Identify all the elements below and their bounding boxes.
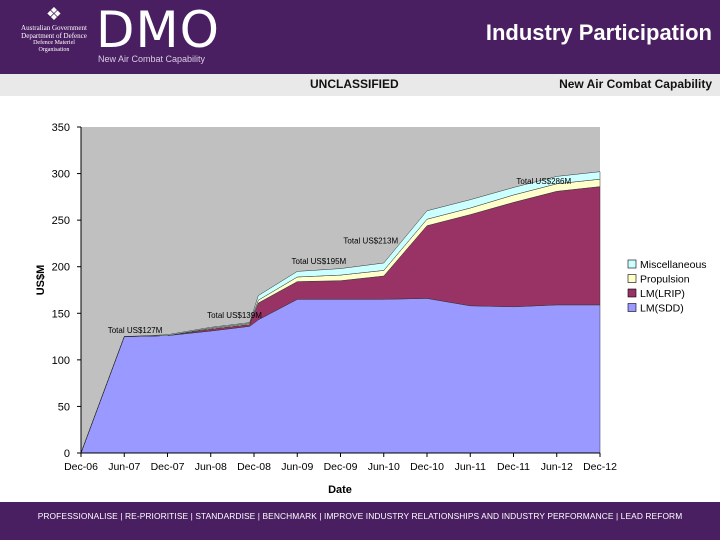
legend-swatch-propulsion <box>627 274 637 283</box>
x-tick-label: Dec-07 <box>151 461 185 473</box>
crest-line-4: Organisation <box>38 47 70 53</box>
area-series-miscellaneous <box>80 171 601 454</box>
government-crest: ❖ Australian Government Department of De… <box>14 4 94 68</box>
y-tick-label: 350 <box>52 122 70 134</box>
total-annotation: Total US$127M <box>108 326 163 335</box>
x-tick-label: Dec-10 <box>410 461 444 473</box>
header-bar: ❖ Australian Government Department of De… <box>0 0 720 74</box>
y-tick-label: 100 <box>52 355 70 367</box>
x-tick-label: Dec-06 <box>64 461 98 473</box>
legend-swatch-lm-sdd <box>627 303 637 312</box>
legend-label-lm-lrip: LM(LRIP) <box>640 288 685 300</box>
classification-label: UNCLASSIFIED <box>310 77 399 91</box>
legend-label-lm-sdd: LM(SDD) <box>640 303 684 315</box>
legend-swatch-miscellaneous <box>627 259 637 269</box>
y-tick-label: 0 <box>64 448 70 460</box>
y-axis-label: US$M <box>35 265 47 296</box>
page-title: Industry Participation <box>485 20 712 45</box>
y-tick-label: 250 <box>52 215 70 227</box>
total-annotation: Total US$195M <box>292 257 347 266</box>
program-label: New Air Combat Capability <box>559 77 712 91</box>
y-tick-label: 150 <box>52 308 70 320</box>
total-annotation: Total US$139M <box>207 311 262 320</box>
footer-bar: PROFESSIONALISE | RE-PRIORITISE | STANDA… <box>0 502 720 540</box>
x-tick-label: Jun-12 <box>541 461 573 473</box>
x-tick-label: Jun-08 <box>195 461 227 473</box>
x-tick-label: Jun-11 <box>455 461 486 473</box>
coat-of-arms-icon: ❖ <box>45 4 63 24</box>
x-axis-label: Date <box>328 484 352 496</box>
x-tick-label: Dec-11 <box>497 461 530 473</box>
x-tick-label: Jun-09 <box>281 461 313 473</box>
classification-band <box>0 74 720 96</box>
y-tick-label: 300 <box>52 169 70 181</box>
crest-line-3: Defence Materiel <box>33 40 75 46</box>
legend-label-propulsion: Propulsion <box>640 274 690 286</box>
legend-label-miscellaneous: Miscellaneous <box>640 259 707 271</box>
legend-swatch-lm-lrip <box>627 288 637 298</box>
total-annotation: Total US$213M <box>343 236 398 245</box>
crest-line-1: Australian Government <box>21 24 87 32</box>
y-tick-label: 200 <box>52 262 70 274</box>
total-annotation: Total US$286M <box>516 177 571 186</box>
crest-line-2: Department of Defence <box>21 32 87 40</box>
y-tick-label: 50 <box>58 401 70 413</box>
x-tick-label: Dec-12 <box>583 461 617 473</box>
stacked-area-chart: 0 50 100 150 200 250 300 350 Dec-06 Jun-07 Dec-07… <box>35 122 707 496</box>
x-tick-label: Jun-10 <box>368 461 400 473</box>
footer-tagline: PROFESSIONALISE | RE-PRIORITISE | STANDA… <box>37 511 683 521</box>
dmo-logo: DMO <box>96 1 220 59</box>
dmo-logo-subtitle: New Air Combat Capability <box>98 54 206 64</box>
x-tick-label: Jun-07 <box>108 461 140 473</box>
x-tick-label: Dec-08 <box>237 461 271 473</box>
x-tick-label: Dec-09 <box>324 461 358 473</box>
